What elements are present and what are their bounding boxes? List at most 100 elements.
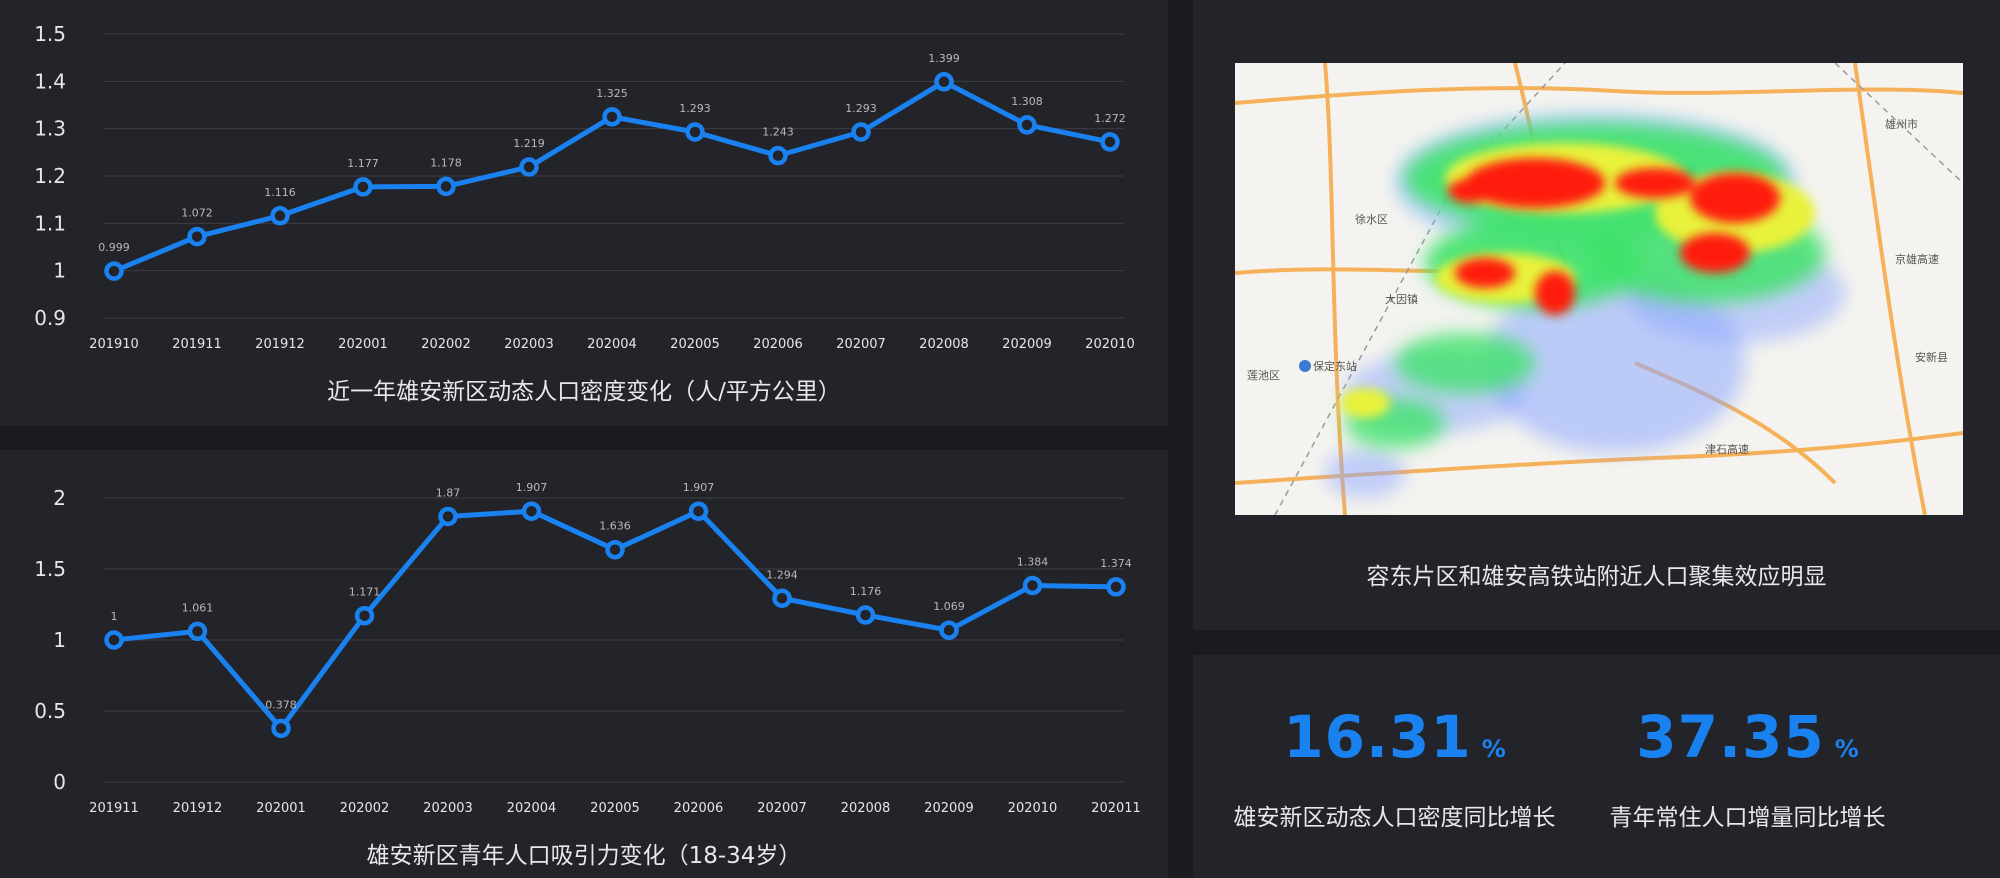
stats-panel: 16.31% 雄安新区动态人口密度同比增长 37.35% 青年常住人口增量同比增…	[1193, 655, 2000, 878]
density-data-label: 1.177	[347, 157, 379, 170]
youth-x-tick-label: 202009	[924, 801, 974, 816]
youth-x-tick-label: 202001	[256, 801, 306, 816]
map-caption: 容东片区和雄安高铁站附近人口聚集效应明显	[1366, 564, 1827, 590]
density-data-label: 1.072	[181, 207, 213, 220]
youth-data-label: 1.384	[1017, 555, 1049, 568]
density-data-point	[851, 122, 871, 142]
youth-x-tick-label: 202005	[590, 801, 640, 816]
stat-youth-value: 37.35	[1636, 703, 1825, 771]
youth-data-point	[104, 630, 124, 650]
density-data-point	[602, 107, 622, 127]
youth-data-point	[855, 605, 876, 625]
youth-x-tick-label: 202003	[423, 801, 473, 816]
station-pin-icon	[1299, 360, 1311, 372]
stat-density-value: 16.31	[1283, 703, 1472, 771]
map-label-dayin: 大因镇	[1385, 292, 1418, 306]
youth-data-point	[271, 718, 291, 739]
youth-data-point	[1022, 575, 1043, 596]
youth-data-label: 1.171	[349, 586, 381, 599]
density-data-point	[353, 177, 373, 197]
youth-x-tick-label: 202010	[1008, 801, 1058, 816]
youth-x-tick-label: 202008	[841, 801, 891, 816]
youth-data-label: 1	[111, 610, 118, 623]
density-x-tick-label: 201910	[89, 337, 139, 352]
youth-data-label: 1.907	[683, 481, 715, 494]
youth-y-tick-label: 0	[53, 770, 66, 794]
density-data-point	[436, 176, 456, 197]
density-data-point	[934, 72, 954, 92]
density-y-tick-label: 1.4	[34, 69, 66, 93]
map-label-xushui: 徐水区	[1355, 212, 1388, 226]
density-line-chart: 0.9 1 1.1 1.2 1.3 1.4 1.5 201910 201911 201912 202…	[34, 22, 1135, 352]
stat-youth-unit: %	[1834, 735, 1859, 763]
density-data-point	[104, 261, 124, 281]
map-label-jingxiong: 京雄高速	[1895, 252, 1939, 266]
youth-y-tick-label: 2	[53, 486, 66, 510]
density-x-tick-label: 202004	[587, 337, 637, 352]
density-x-tick-label: 202005	[670, 337, 720, 352]
density-data-point	[1017, 115, 1037, 135]
stat-youth-growth: 37.35% 青年常住人口增量同比增长	[1546, 655, 1949, 878]
youth-data-label: 0.378	[265, 698, 297, 711]
youth-data-point	[605, 539, 625, 560]
youth-x-tick-label: 201911	[89, 801, 139, 816]
density-x-tick-label: 202007	[836, 337, 886, 352]
density-data-point	[1100, 132, 1120, 152]
youth-data-point	[521, 501, 542, 521]
youth-data-point	[438, 506, 458, 527]
map-label-xiongzhou: 雄州市	[1885, 117, 1918, 131]
density-data-point	[519, 157, 539, 177]
youth-data-point	[1106, 577, 1126, 597]
population-heat-map[interactable]: 保定东站 徐水区 雄州市 大因镇 安新县 京雄高速 津石高速 莲池区	[1235, 63, 1963, 515]
youth-data-label: 1.061	[182, 601, 214, 614]
density-x-tick-label: 202003	[504, 337, 554, 352]
map-svg: 保定东站 徐水区 雄州市 大因镇 安新县 京雄高速 津石高速 莲池区	[1235, 63, 1963, 515]
map-label-station: 保定东站	[1313, 359, 1357, 373]
density-data-label: 1.325	[596, 87, 628, 100]
youth-y-tick-label: 0.5	[34, 699, 66, 723]
stat-density-label: 雄安新区动态人口密度同比增长	[1233, 805, 1556, 831]
stat-density-unit: %	[1481, 735, 1506, 763]
heatmap-panel: 保定东站 徐水区 雄州市 大因镇 安新县 京雄高速 津石高速 莲池区 容东片区和…	[1193, 0, 2000, 630]
density-chart-title: 近一年雄安新区动态人口密度变化（人/平方公里）	[327, 379, 841, 405]
youth-chart-title: 雄安新区青年人口吸引力变化（18-34岁）	[366, 843, 802, 869]
density-data-label: 1.272	[1094, 112, 1126, 125]
youth-x-tick-label: 202011	[1091, 801, 1141, 816]
density-y-tick-label: 1.5	[34, 22, 66, 46]
stat-density-growth: 16.31% 雄安新区动态人口密度同比增长	[1193, 655, 1596, 878]
youth-data-point	[688, 501, 709, 521]
density-data-point	[685, 122, 705, 142]
map-label-jinshi: 津石高速	[1705, 442, 1749, 456]
density-x-tick-label: 202010	[1085, 337, 1135, 352]
density-data-label: 0.999	[98, 241, 130, 254]
youth-y-tick-label: 1.5	[34, 557, 66, 581]
density-x-tick-label: 202008	[919, 337, 969, 352]
youth-x-tick-label: 201912	[173, 801, 223, 816]
map-label-lianchi: 莲池区	[1247, 369, 1280, 382]
map-label-anxin: 安新县	[1915, 350, 1948, 364]
density-x-tick-label: 201911	[172, 337, 222, 352]
density-y-tick-label: 1.2	[34, 164, 66, 188]
density-data-point	[768, 145, 788, 166]
youth-data-label: 1.907	[516, 481, 548, 494]
density-y-tick-label: 0.9	[34, 306, 66, 330]
density-y-tick-label: 1.1	[34, 211, 66, 235]
density-y-tick-label: 1.3	[34, 117, 66, 141]
youth-data-label: 1.176	[850, 585, 882, 598]
density-data-point	[270, 206, 290, 226]
youth-x-tick-label: 202002	[340, 801, 390, 816]
youth-line-chart: 0 0.5 1 1.5 2 201911 201912 202001 202002 202003 2…	[34, 481, 1141, 816]
youth-data-label: 1.294	[766, 568, 798, 581]
youth-chart-panel: 0 0.5 1 1.5 2 201911 201912 202001 202002 202003 2…	[0, 450, 1168, 878]
youth-x-tick-label: 202004	[507, 801, 557, 816]
density-data-point	[187, 226, 207, 247]
density-x-tick-label: 202009	[1002, 337, 1052, 352]
stat-youth-label: 青年常住人口增量同比增长	[1609, 805, 1886, 831]
density-data-label: 1.219	[513, 137, 545, 150]
heat-layer-peak	[1448, 158, 1780, 315]
density-x-tick-label: 202002	[421, 337, 471, 352]
youth-data-label: 1.374	[1100, 557, 1132, 570]
youth-data-point	[772, 588, 792, 609]
density-data-label: 1.243	[762, 126, 794, 139]
density-data-label: 1.293	[845, 102, 877, 115]
